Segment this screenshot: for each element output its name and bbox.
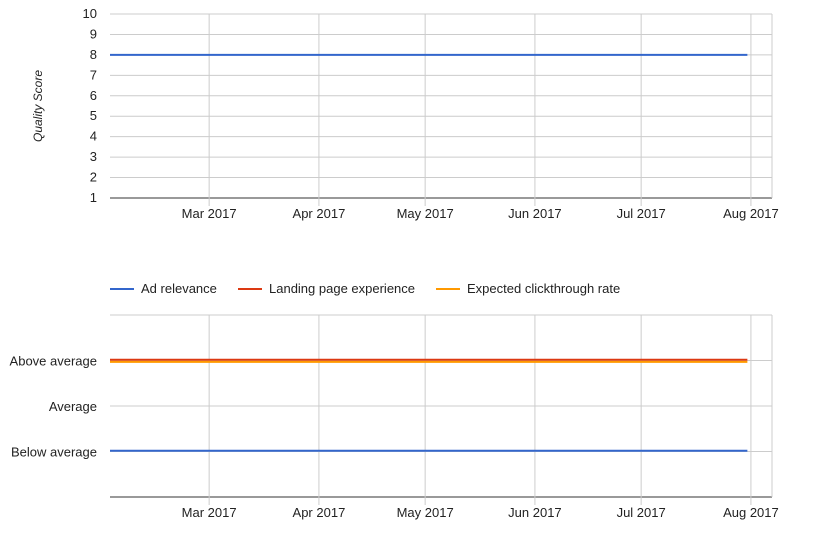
chart2-x-tick-4: Jul 2017 [617,505,666,520]
chart2-series [110,358,748,452]
chart1-y-axis-label: Quality Score [31,70,45,142]
chart2-y-tick-labels: Below average Average Above average [10,354,97,460]
chart1-y-tick-8: 9 [90,26,97,41]
chart1-y-tick-4: 5 [90,108,97,123]
legend-item-1[interactable]: Landing page experience [238,281,415,296]
chart1-y-tick-0: 1 [90,190,97,205]
chart2-x-tick-3: Jun 2017 [508,505,562,520]
chart1-y-tick-5: 6 [90,88,97,103]
chart1-x-tick-1: Apr 2017 [293,206,346,221]
chart1-x-tick-labels: Mar 2017 Apr 2017 May 2017 Jun 2017 Jul 2017… [182,206,779,221]
chart1-y-tick-2: 3 [90,149,97,164]
legend-label-0: Ad relevance [141,281,217,296]
chart2-y-tick-1: Average [49,399,97,414]
chart2-y-tick-2: Above average [10,354,97,369]
chart1-y-tick-7: 8 [90,47,97,62]
chart1-gridlines [110,13,773,206]
chart1-y-tick-3: 4 [90,129,97,144]
chart1-x-tick-4: Jul 2017 [617,206,666,221]
attribute-rating-chart: Below average Average Above average Mar 20… [10,314,779,520]
legend-label-2: Expected clickthrough rate [467,281,620,296]
chart1-x-tick-0: Mar 2017 [182,206,237,221]
legend-item-0[interactable]: Ad relevance [110,281,217,296]
legend-item-2[interactable]: Expected clickthrough rate [436,281,620,296]
chart1-y-tick-6: 7 [90,67,97,82]
chart2-x-tick-0: Mar 2017 [182,505,237,520]
chart1-x-tick-5: Aug 2017 [723,206,779,221]
chart1-y-tick-1: 2 [90,170,97,185]
chart2-gridlines [110,314,773,505]
chart1-x-tick-2: May 2017 [397,206,454,221]
chart2-x-tick-labels: Mar 2017 Apr 2017 May 2017 Jun 2017 Jul 2017… [182,505,779,520]
chart2-x-tick-2: May 2017 [397,505,454,520]
chart2-x-tick-1: Apr 2017 [293,505,346,520]
chart2-legend: Ad relevance Landing page experience Expec… [110,281,620,296]
quality-score-chart: 1 2 3 4 5 6 7 8 9 10 Mar 2017 Apr 2017 May 2017 Jun … [31,6,779,221]
chart2-x-tick-5: Aug 2017 [723,505,779,520]
chart1-y-tick-9: 10 [83,6,97,21]
legend-label-1: Landing page experience [269,281,415,296]
chart1-x-tick-3: Jun 2017 [508,206,562,221]
chart2-y-tick-0: Below average [11,445,97,460]
chart1-y-tick-labels: 1 2 3 4 5 6 7 8 9 10 [83,6,97,205]
